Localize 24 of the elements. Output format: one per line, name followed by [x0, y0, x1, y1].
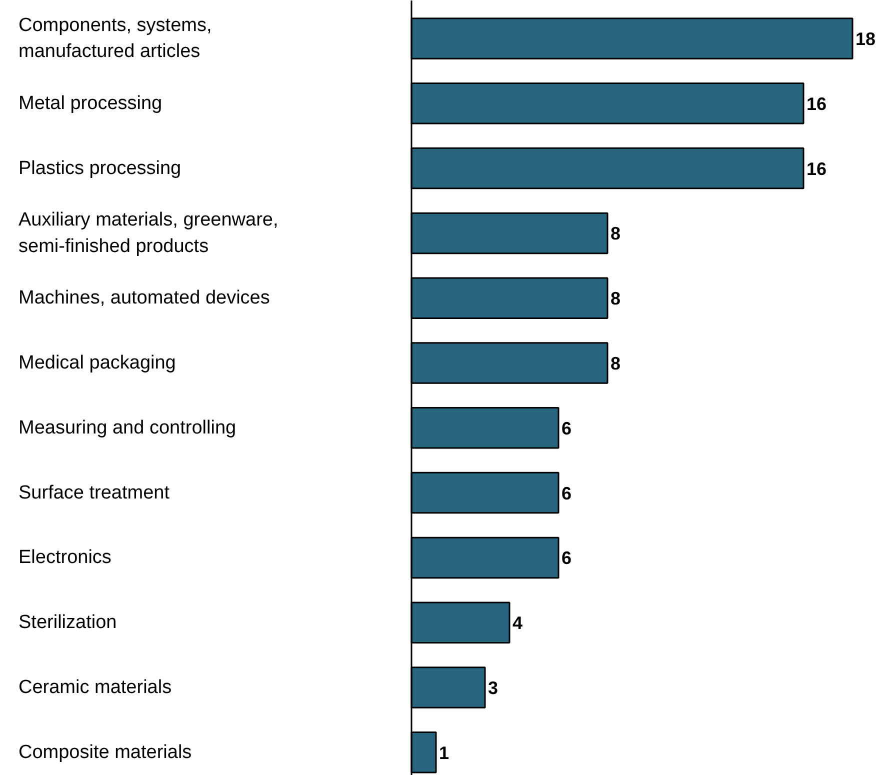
- y-tick-label: Surface treatment: [18, 482, 170, 504]
- y-tick-label: Auxiliary materials, greenware, semi-finished products: [18, 210, 278, 257]
- y-tick-label: Electronics: [18, 547, 112, 568]
- y-tick-label: Ceramic materials: [18, 677, 172, 698]
- data-label: 16: [806, 158, 827, 179]
- y-tick-label: Sterilization: [18, 612, 117, 634]
- data-label: 4: [512, 613, 523, 634]
- data-label: 8: [610, 354, 621, 374]
- y-tick-label: Medical packaging: [18, 352, 176, 374]
- data-label: 3: [488, 678, 498, 698]
- data-label: 6: [562, 418, 572, 438]
- y-tick-label: Measuring and controlling: [18, 417, 236, 438]
- y-tick-label: Components, systems, manufactured articles: [18, 14, 212, 62]
- y-tick-label: Machines, automated devices: [18, 288, 270, 309]
- data-label: 8: [610, 288, 621, 309]
- data-label: 6: [562, 483, 572, 504]
- data-label: 16: [806, 94, 827, 114]
- y-tick-label: Plastics processing: [18, 158, 182, 179]
- data-label: 18: [856, 29, 876, 49]
- y-tick-label: Metal processing: [18, 92, 162, 114]
- y-tick-label: Composite materials: [18, 742, 192, 763]
- data-label: 1: [439, 742, 450, 763]
- data-label: 8: [610, 224, 621, 244]
- data-label: 6: [562, 548, 572, 568]
